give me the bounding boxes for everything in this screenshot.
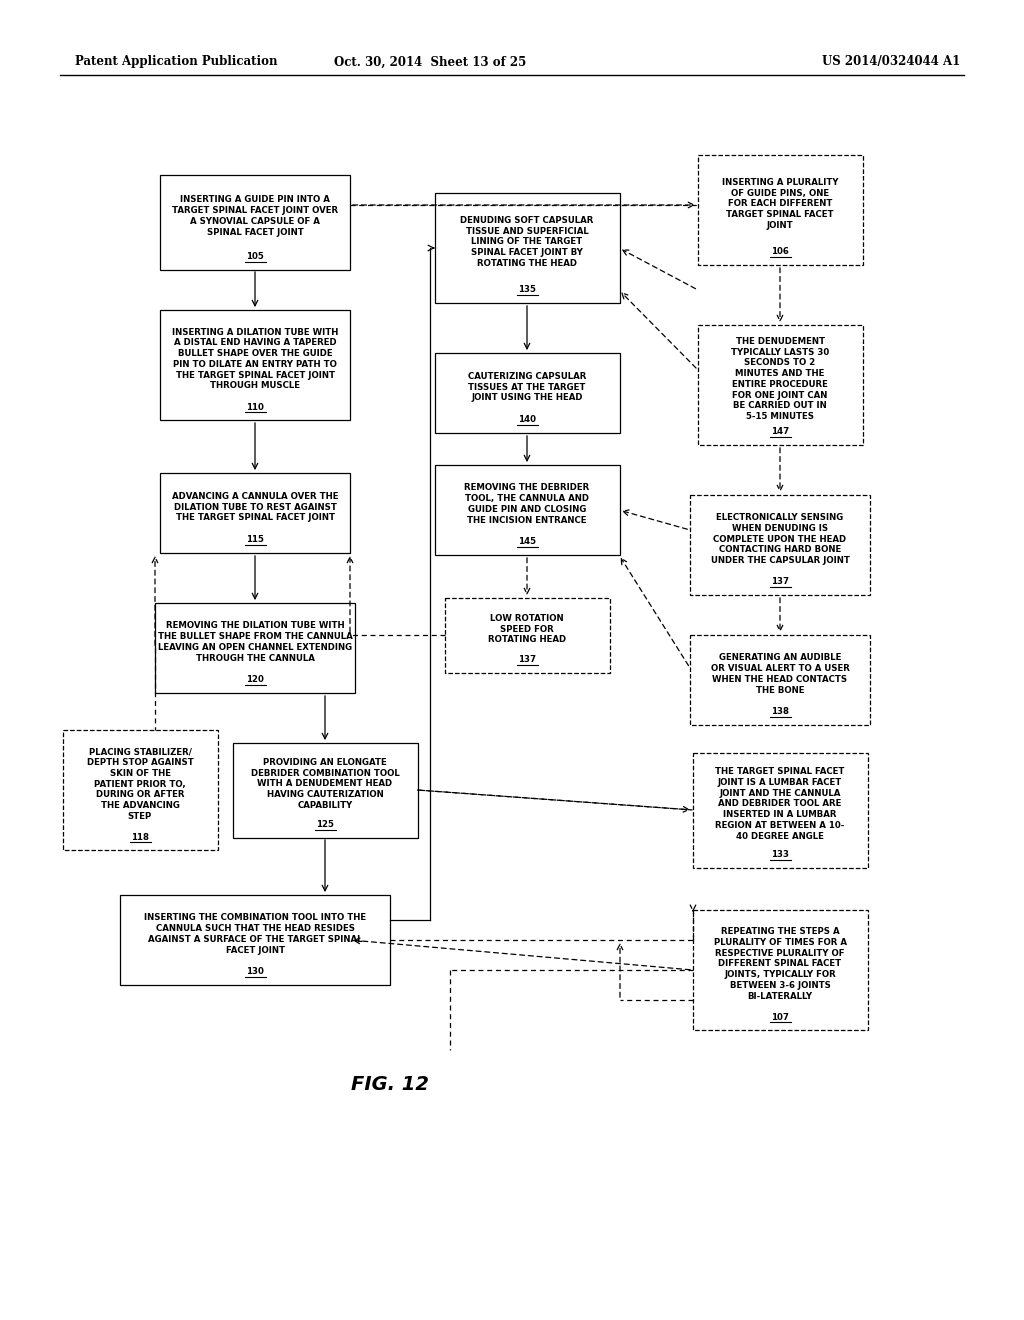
Bar — [62, 730, 217, 850]
Text: GENERATING AN AUDIBLE
OR VISUAL ALERT TO A USER
WHEN THE HEAD CONTACTS
THE BONE: GENERATING AN AUDIBLE OR VISUAL ALERT TO… — [711, 653, 850, 694]
Text: THE TARGET SPINAL FACET
JOINT IS A LUMBAR FACET
JOINT AND THE CANNULA
AND DEBRID: THE TARGET SPINAL FACET JOINT IS A LUMBA… — [716, 767, 845, 841]
Text: 135: 135 — [518, 285, 536, 294]
Text: 110: 110 — [246, 403, 264, 412]
Bar — [434, 465, 620, 554]
Text: 105: 105 — [246, 252, 264, 261]
Text: 137: 137 — [771, 578, 790, 586]
Text: INSERTING THE COMBINATION TOOL INTO THE
CANNULA SUCH THAT THE HEAD RESIDES
AGAIN: INSERTING THE COMBINATION TOOL INTO THE … — [144, 913, 366, 954]
Bar — [697, 154, 862, 265]
Bar — [120, 895, 390, 985]
Text: 147: 147 — [771, 428, 790, 437]
Text: 133: 133 — [771, 850, 790, 859]
Text: PROVIDING AN ELONGATE
DEBRIDER COMBINATION TOOL
WITH A DENUDEMENT HEAD
HAVING CA: PROVIDING AN ELONGATE DEBRIDER COMBINATI… — [251, 758, 399, 810]
Bar — [690, 635, 870, 725]
Text: 130: 130 — [246, 968, 264, 977]
Text: FIG. 12: FIG. 12 — [351, 1076, 429, 1094]
Text: REMOVING THE DEBRIDER
TOOL, THE CANNULA AND
GUIDE PIN AND CLOSING
THE INCISION E: REMOVING THE DEBRIDER TOOL, THE CANNULA … — [464, 483, 590, 524]
Text: 106: 106 — [771, 248, 788, 256]
Text: INSERTING A DILATION TUBE WITH
A DISTAL END HAVING A TAPERED
BULLET SHAPE OVER T: INSERTING A DILATION TUBE WITH A DISTAL … — [172, 327, 338, 391]
Bar — [160, 310, 350, 420]
Text: 118: 118 — [131, 833, 150, 842]
Bar — [690, 495, 870, 595]
Bar — [697, 325, 862, 445]
Text: 125: 125 — [316, 820, 334, 829]
Text: Oct. 30, 2014  Sheet 13 of 25: Oct. 30, 2014 Sheet 13 of 25 — [334, 55, 526, 69]
Bar — [155, 603, 355, 693]
Text: INSERTING A GUIDE PIN INTO A
TARGET SPINAL FACET JOINT OVER
A SYNOVIAL CAPSULE O: INSERTING A GUIDE PIN INTO A TARGET SPIN… — [172, 195, 338, 236]
Text: 138: 138 — [771, 708, 790, 717]
Bar — [444, 598, 609, 672]
Bar — [692, 752, 867, 867]
Text: 107: 107 — [771, 1012, 790, 1022]
Bar — [434, 352, 620, 433]
Text: 140: 140 — [518, 416, 536, 425]
Bar — [692, 909, 867, 1030]
Text: REPEATING THE STEPS A
PLURALITY OF TIMES FOR A
RESPECTIVE PLURALITY OF
DIFFERENT: REPEATING THE STEPS A PLURALITY OF TIMES… — [714, 927, 847, 1001]
Text: Patent Application Publication: Patent Application Publication — [75, 55, 278, 69]
Text: PLACING STABILIZER/
DEPTH STOP AGAINST
SKIN OF THE
PATIENT PRIOR TO,
DURING OR A: PLACING STABILIZER/ DEPTH STOP AGAINST S… — [87, 747, 194, 821]
Text: US 2014/0324044 A1: US 2014/0324044 A1 — [821, 55, 961, 69]
Text: LOW ROTATION
SPEED FOR
ROTATING HEAD: LOW ROTATION SPEED FOR ROTATING HEAD — [488, 614, 566, 644]
Text: THE DENUDEMENT
TYPICALLY LASTS 30
SECONDS TO 2
MINUTES AND THE
ENTIRE PROCEDURE
: THE DENUDEMENT TYPICALLY LASTS 30 SECOND… — [731, 337, 829, 421]
Text: DENUDING SOFT CAPSULAR
TISSUE AND SUPERFICIAL
LINING OF THE TARGET
SPINAL FACET : DENUDING SOFT CAPSULAR TISSUE AND SUPERF… — [461, 216, 594, 268]
Text: 145: 145 — [518, 537, 536, 546]
Bar — [232, 742, 418, 837]
Bar — [434, 193, 620, 304]
Text: ADVANCING A CANNULA OVER THE
DILATION TUBE TO REST AGAINST
THE TARGET SPINAL FAC: ADVANCING A CANNULA OVER THE DILATION TU… — [172, 492, 338, 523]
Text: REMOVING THE DILATION TUBE WITH
THE BULLET SHAPE FROM THE CANNULA
LEAVING AN OPE: REMOVING THE DILATION TUBE WITH THE BULL… — [158, 622, 352, 663]
Text: INSERTING A PLURALITY
OF GUIDE PINS, ONE
FOR EACH DIFFERENT
TARGET SPINAL FACET
: INSERTING A PLURALITY OF GUIDE PINS, ONE… — [722, 178, 839, 230]
Bar — [160, 174, 350, 269]
Bar — [160, 473, 350, 553]
Text: 115: 115 — [246, 536, 264, 544]
Text: ELECTRONICALLY SENSING
WHEN DENUDING IS
COMPLETE UPON THE HEAD
CONTACTING HARD B: ELECTRONICALLY SENSING WHEN DENUDING IS … — [711, 513, 850, 565]
Text: CAUTERIZING CAPSULAR
TISSUES AT THE TARGET
JOINT USING THE HEAD: CAUTERIZING CAPSULAR TISSUES AT THE TARG… — [468, 372, 586, 403]
Text: 120: 120 — [246, 676, 264, 685]
Text: 137: 137 — [518, 655, 536, 664]
